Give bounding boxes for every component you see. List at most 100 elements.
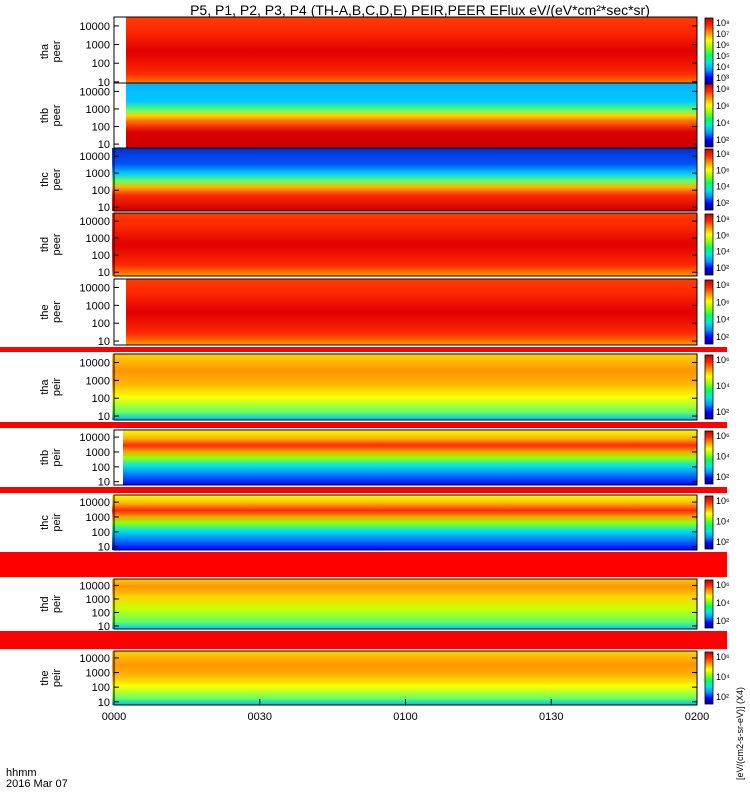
colorbar-tick-label: 10² xyxy=(716,198,729,208)
colorbar-tick-label: 10⁴ xyxy=(716,517,730,527)
colorbar-tick-label: 10⁶ xyxy=(716,355,730,365)
y-tick-label: 10000 xyxy=(79,86,110,98)
colorbar-tick-label: 10² xyxy=(716,263,729,273)
colorbar-the_peir xyxy=(704,651,714,705)
data-gap-strip xyxy=(0,631,727,649)
colorbar-tick-label: 10⁸ xyxy=(716,149,730,159)
y-tick-label: 10 xyxy=(98,477,110,489)
colorbar-tick-label: 10⁶ xyxy=(716,297,730,307)
panel-label-line1: the xyxy=(39,670,51,685)
panel-thb_peir: 10000 1000 100 10 thb peir 10⁶ 10⁴ 10² xyxy=(39,429,730,489)
panel-thc_peir: 10000 1000 100 10 thc peir 10⁶ 10⁴ 10² xyxy=(39,494,730,554)
panel-label-line2: peer xyxy=(51,301,63,323)
colorbar-tick-label: 10⁴ xyxy=(716,62,730,72)
x-tick-label: 0130 xyxy=(539,711,563,723)
x-axis-label-line2: 2016 Mar 07 xyxy=(6,778,68,790)
colorbar-tick-label: 10⁴ xyxy=(716,182,730,192)
y-tick-label: 100 xyxy=(92,393,110,405)
y-tick-label: 10 xyxy=(98,621,110,633)
colorbar-thd_peir xyxy=(704,579,714,629)
y-tick-label: 10000 xyxy=(79,21,110,33)
panel-label-line2: peir xyxy=(51,513,63,532)
y-tick-label: 10000 xyxy=(79,216,110,228)
y-tick-label: 10 xyxy=(98,697,110,709)
heatmap-thc_peer xyxy=(112,148,697,211)
y-tick-label: 10000 xyxy=(79,580,110,592)
colorbar-tick-label: 10² xyxy=(716,472,729,482)
panel-label-line2: peer xyxy=(51,233,63,255)
colorbar-tick-label: 10⁶ xyxy=(716,431,730,441)
x-tick-label: 0200 xyxy=(685,711,709,723)
panel-label-line2: peer xyxy=(51,104,63,126)
y-tick-label: 1000 xyxy=(86,512,110,524)
y-tick-label: 1000 xyxy=(86,104,110,116)
x-tick-label: 0000 xyxy=(102,711,126,723)
panel-label-line1: thd xyxy=(39,596,51,611)
y-tick-label: 100 xyxy=(92,607,110,619)
y-tick-label: 1000 xyxy=(86,300,110,312)
panel-frame xyxy=(113,578,698,630)
colorbar-tick-label: 10² xyxy=(716,407,729,417)
y-tick-label: 100 xyxy=(92,318,110,330)
y-tick-label: 100 xyxy=(92,122,110,134)
colorbar-tick-label: 10² xyxy=(716,537,729,547)
colorbar-tick-label: 10⁸ xyxy=(716,280,730,290)
panel-label-line2: peir xyxy=(51,377,63,396)
y-tick-label: 1000 xyxy=(86,168,110,180)
heatmap-thd_peer xyxy=(112,213,697,276)
colorbar-tick-label: 10² xyxy=(716,332,729,342)
colorbar-tick-label: 10⁴ xyxy=(716,452,730,462)
heatmap-thd_peir xyxy=(112,579,697,629)
panel-label-line2: peer xyxy=(51,168,63,190)
colorbar-tick-label: 10⁷ xyxy=(716,29,729,39)
panel-frame xyxy=(113,353,698,421)
colorbar-thd_peer xyxy=(704,213,714,276)
y-tick-label: 10 xyxy=(98,267,110,279)
y-tick-label: 1000 xyxy=(86,447,110,459)
colorbar-thc_peer xyxy=(704,148,714,211)
colorbar-tick-label: 10⁴ xyxy=(716,381,730,391)
x-tick-label: 0100 xyxy=(393,711,417,723)
panel-label-line1: thc xyxy=(39,172,51,187)
colorbar-tick-label: 10⁸ xyxy=(716,214,730,224)
y-tick-label: 1000 xyxy=(86,375,110,387)
colorbar-tick-label: 10⁶ xyxy=(716,101,730,111)
x-tick-label: 0030 xyxy=(248,711,272,723)
x-axis: 0000 0030 0100 0130 0200 xyxy=(102,699,709,723)
y-tick-label: 10000 xyxy=(79,283,110,295)
panel-label-line2: peir xyxy=(51,448,63,467)
colorbar-label: [eV/(cm2-s-sr-eV)] (X4) xyxy=(735,687,745,780)
panel-the_peer: 10000 1000 100 10 the peer 10⁸ 10⁶ 10⁴ 10² xyxy=(39,278,730,348)
colorbar-tick-label: 10⁴ xyxy=(716,247,730,257)
heatmap-thc_peir xyxy=(112,495,697,550)
panel-label-line1: thb xyxy=(39,450,51,465)
colorbar-tick-label: 10⁶ xyxy=(716,580,730,590)
panel-label-line1: thc xyxy=(39,515,51,530)
panel-label-line1: thb xyxy=(39,108,51,123)
y-tick-label: 10000 xyxy=(79,432,110,444)
data-gap-strip xyxy=(0,347,727,352)
panel-thc_peer: 10000 1000 100 10 thc peer 10⁸ 10⁶ 10⁴ 10² xyxy=(39,147,730,214)
y-tick-label: 100 xyxy=(92,58,110,70)
panel-label-line2: peer xyxy=(51,40,63,62)
colorbar-tick-label: 10⁴ xyxy=(716,672,730,682)
panel-label-line2: peir xyxy=(51,594,63,613)
panel-label-line1: thd xyxy=(39,237,51,252)
y-tick-label: 100 xyxy=(92,250,110,262)
colorbar-tick-label: 10⁶ xyxy=(716,40,730,50)
y-tick-label: 10000 xyxy=(79,358,110,370)
colorbar-thc_peir xyxy=(704,495,714,550)
y-tick-label: 10 xyxy=(98,336,110,348)
data-gap-strip xyxy=(0,487,727,493)
y-tick-label: 1000 xyxy=(86,668,110,680)
panel-label-line2: peir xyxy=(51,668,63,687)
y-tick-label: 10000 xyxy=(79,653,110,665)
y-tick-label: 100 xyxy=(92,682,110,694)
figure-title: P5, P1, P2, P3, P4 (TH-A,B,C,D,E) PEIR,P… xyxy=(190,2,650,18)
panel-frame xyxy=(113,429,698,486)
colorbar-tha_peer xyxy=(704,17,714,86)
